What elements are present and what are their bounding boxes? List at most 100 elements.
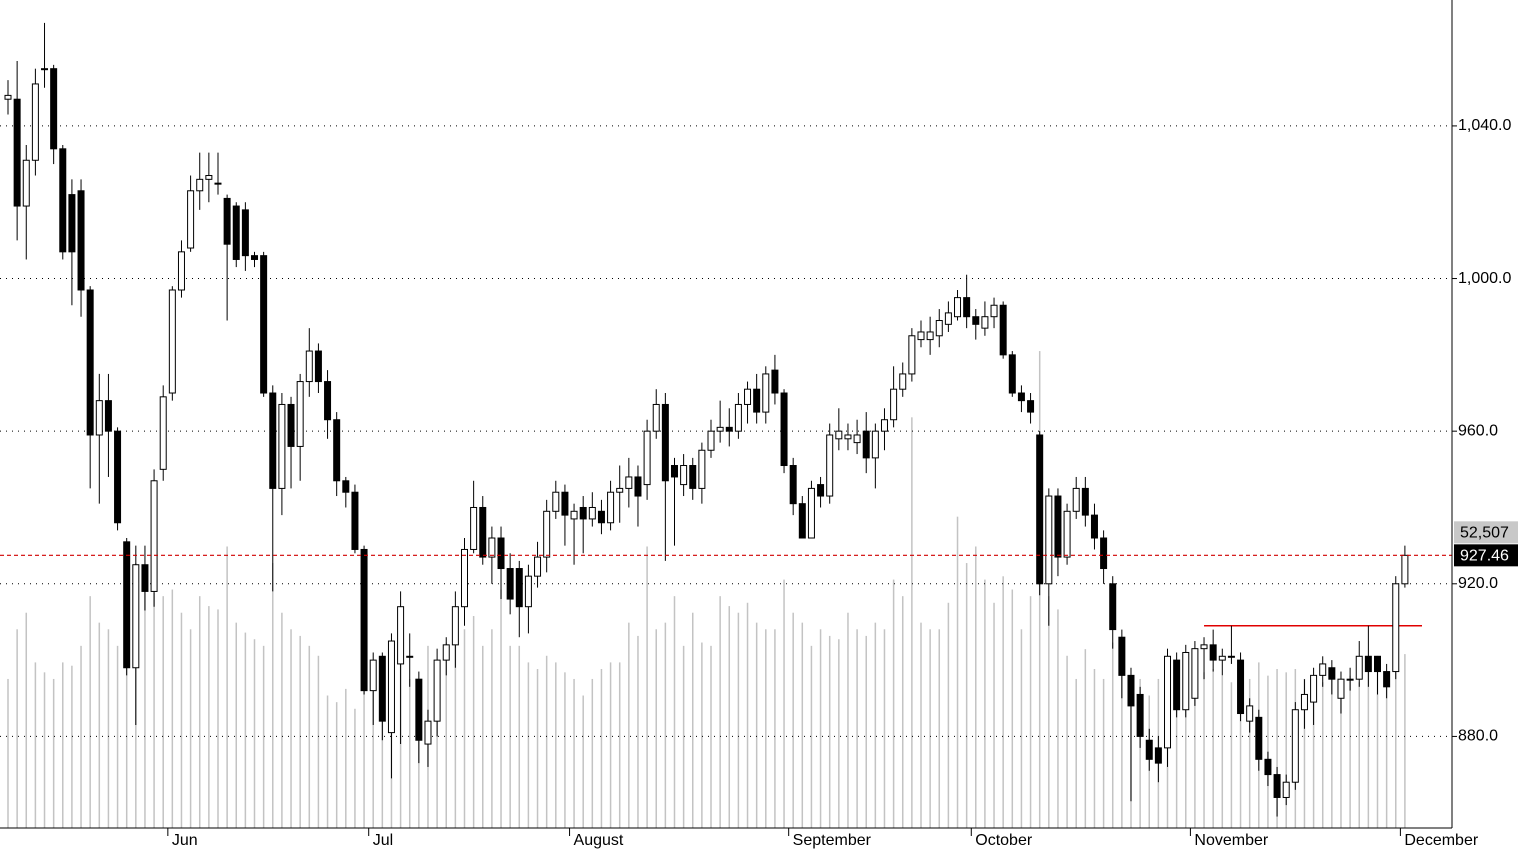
volume-bar: [609, 662, 612, 828]
volume-bar: [765, 629, 767, 828]
volume-bar: [345, 688, 347, 828]
candle-body: [1182, 651, 1190, 711]
candle-body: [433, 659, 441, 722]
candle-body: [141, 564, 149, 592]
candle-body: [77, 190, 85, 291]
volume-bar: [1221, 675, 1224, 828]
volume-bar: [1248, 678, 1251, 828]
volume-bar: [746, 602, 749, 828]
volume-bar: [1239, 688, 1242, 828]
volume-bar: [436, 669, 438, 828]
candle-body: [570, 510, 578, 520]
candle-body: [333, 419, 341, 482]
candle-body: [1118, 636, 1126, 676]
volume-bar: [326, 695, 329, 828]
candle-body: [1127, 674, 1135, 707]
candle-body: [1337, 678, 1345, 699]
x-tick-label: Jul: [373, 832, 393, 849]
volume-bar: [755, 622, 758, 828]
volume-bar: [810, 645, 813, 828]
candle-body: [771, 369, 779, 394]
candle-body: [1374, 655, 1381, 673]
candle-body: [305, 350, 313, 383]
candle-body: [506, 568, 514, 600]
volume-bar: [1358, 682, 1360, 828]
volume-bar: [646, 546, 648, 828]
candle-body: [954, 297, 962, 318]
candle-body: [488, 537, 496, 558]
volume-bar: [208, 606, 210, 828]
candle-body: [1237, 659, 1245, 715]
volume-bar: [1340, 678, 1342, 828]
volume-bar: [253, 639, 256, 828]
candle-body: [588, 506, 596, 520]
candle-body: [1090, 514, 1098, 539]
volume-bar: [1139, 678, 1141, 828]
volume-bar: [235, 622, 237, 828]
volume-bar: [792, 612, 794, 828]
volume-bar: [153, 592, 155, 828]
volume-bar: [993, 602, 995, 828]
volume-bar: [1349, 675, 1351, 828]
candle-body: [1218, 655, 1226, 661]
candle-body: [780, 392, 788, 467]
volume-bar: [62, 662, 64, 828]
candle-body: [251, 255, 259, 260]
volume-bar: [1002, 576, 1004, 828]
candle-body: [798, 503, 806, 539]
candle-body: [871, 430, 879, 459]
candle-body: [1045, 495, 1053, 585]
x-tick-label: August: [574, 832, 624, 849]
candle-body: [552, 491, 560, 512]
volume-bar: [1185, 669, 1187, 828]
volume-bar: [838, 639, 840, 828]
volume-bar: [1395, 629, 1397, 828]
candle-body: [314, 350, 322, 383]
volume-bar: [628, 622, 630, 828]
volume-bar: [527, 662, 530, 828]
candle-body: [442, 644, 450, 661]
volume-bar: [1111, 642, 1114, 828]
candle-body: [634, 476, 642, 497]
candle-body: [451, 606, 459, 646]
candle-body: [205, 175, 213, 180]
candle-body: [241, 209, 249, 257]
volume-bar: [171, 589, 174, 828]
volume-bar: [637, 635, 639, 828]
candle-body: [296, 381, 304, 447]
volume-bar: [226, 546, 228, 828]
candle-body: [1227, 655, 1235, 658]
volume-bar: [16, 629, 18, 828]
candle-body: [351, 491, 359, 550]
volume-bar: [701, 642, 703, 828]
candle-body: [1081, 487, 1089, 516]
candle-body: [168, 289, 176, 394]
candle-body: [1136, 693, 1144, 737]
candle-body: [716, 426, 724, 432]
x-tick-label: December: [1404, 832, 1478, 849]
volume-bar: [262, 645, 265, 828]
volume-bar: [874, 622, 877, 828]
volume-bar: [856, 629, 858, 828]
candle-body: [123, 541, 131, 669]
volume-bar: [107, 629, 110, 828]
candle-body: [342, 480, 350, 493]
candle-body: [707, 430, 715, 451]
candle-body: [524, 575, 532, 608]
x-tick-label: September: [793, 832, 872, 849]
candle-body: [232, 205, 240, 260]
volume-bar: [299, 635, 301, 828]
candle-body: [990, 304, 998, 318]
volume-bar: [1203, 672, 1205, 828]
candle-body: [22, 159, 30, 207]
candle-body: [1063, 510, 1071, 558]
y-tick-label: 1,040.0: [1458, 117, 1511, 134]
candle-body: [561, 491, 569, 516]
candle-body: [807, 487, 815, 539]
volume-bar: [308, 645, 311, 828]
y-tick-label: 920.0: [1458, 575, 1498, 592]
candle-body: [1300, 693, 1308, 711]
volume-bar: [929, 629, 931, 828]
volume-bar: [354, 708, 356, 828]
